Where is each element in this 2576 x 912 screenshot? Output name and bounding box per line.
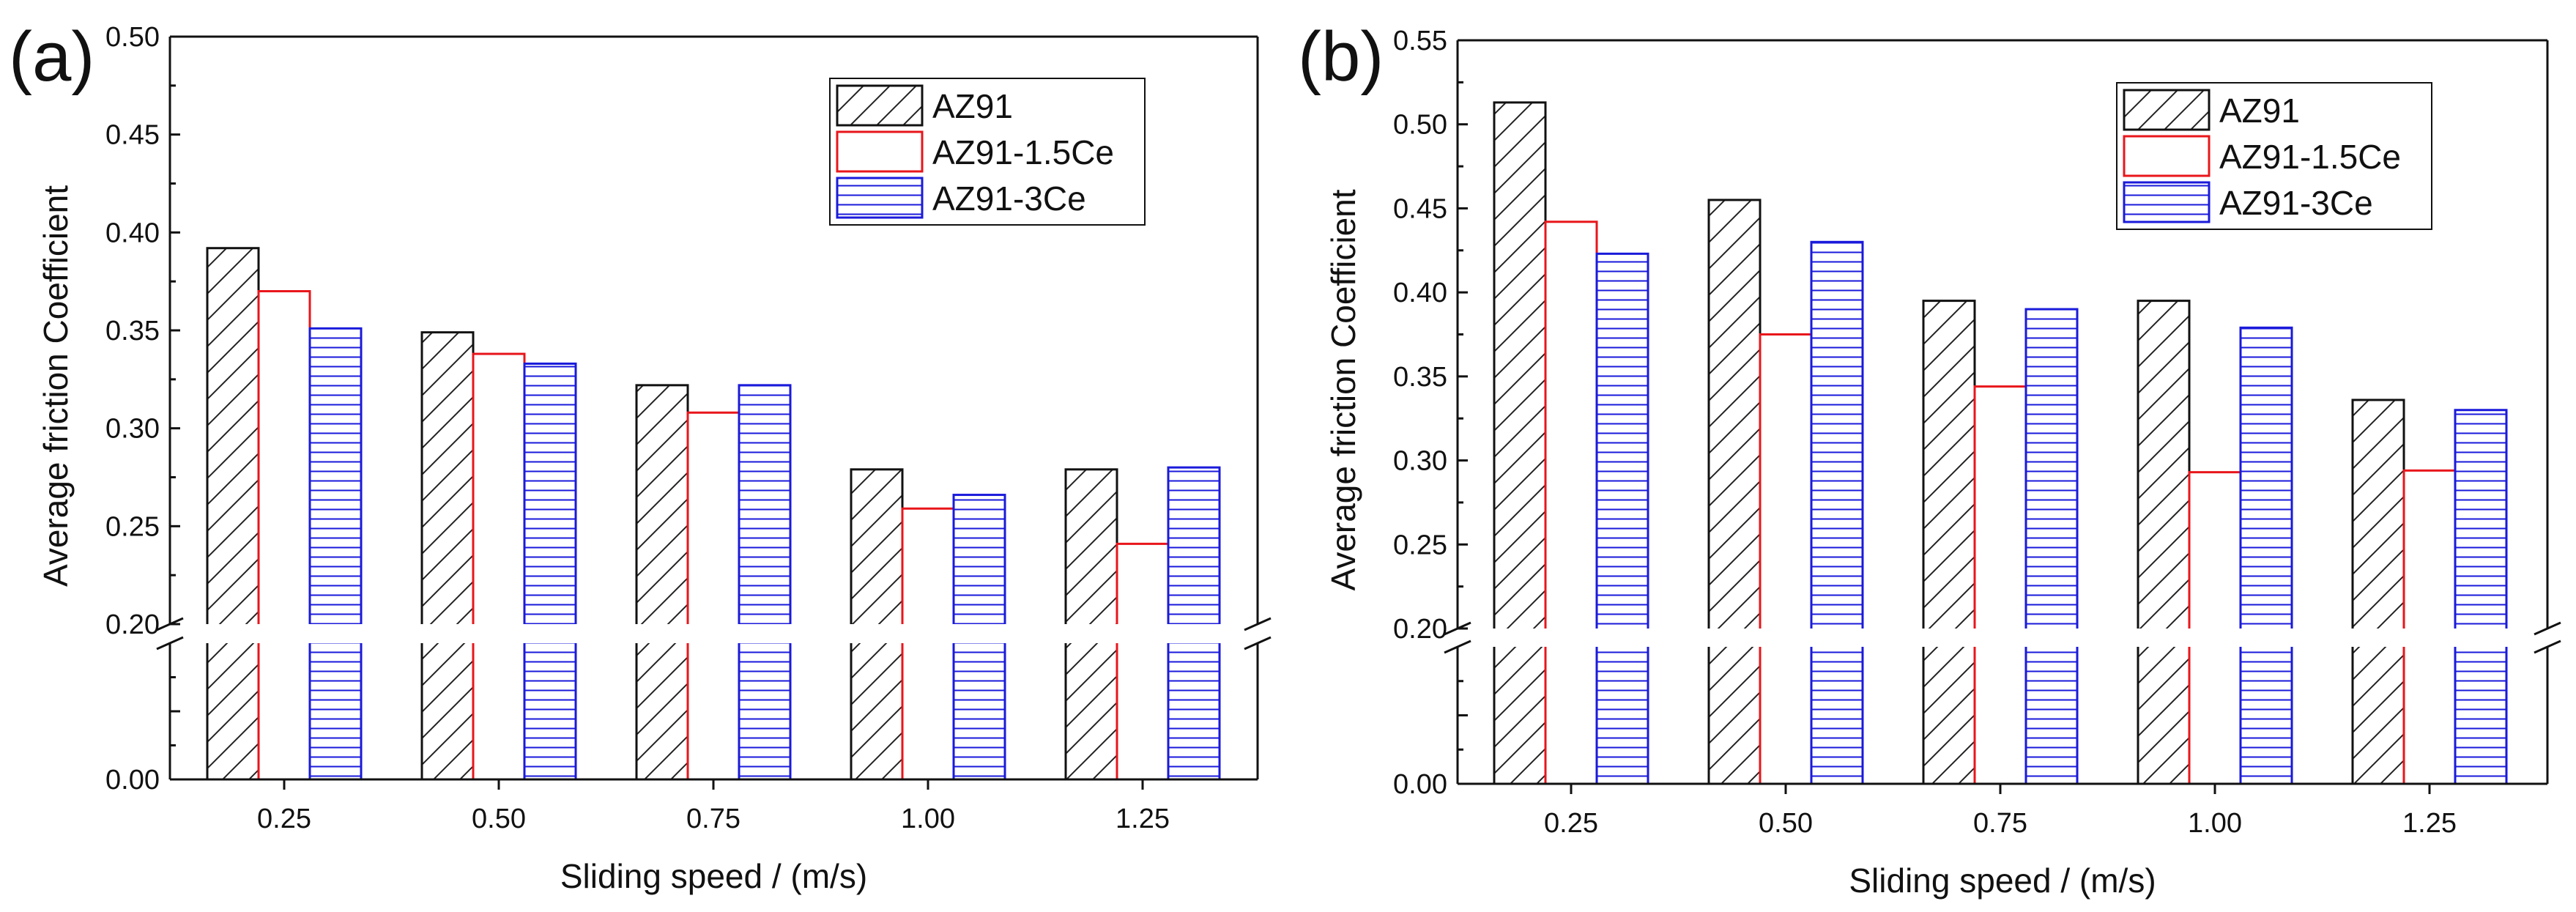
x-tick-label: 1.25 [2402,808,2457,839]
y-tick-label: 0.45 [105,120,160,151]
break-mark [2534,639,2561,654]
bar-az91-1.5ce-0.50 [472,352,526,781]
y-tick-label: 0.50 [1393,110,1447,141]
y-tick-label: 0.00 [1393,769,1447,800]
break-mark [1444,639,1471,654]
bar-az91-3ce-1.25 [2454,409,2508,785]
y-tick-label: 0.25 [105,511,160,542]
legend-label: AZ91 [932,87,1013,125]
y-tick-label: 0.40 [105,218,160,248]
bar-az91-0.25 [1493,101,1547,785]
legend-label: AZ91-3Ce [932,179,1086,218]
y-tick-label: 0.35 [1393,362,1447,393]
axis-break-gap [1443,629,2562,647]
bar-az91-1.5ce-0.75 [1973,385,2027,785]
legend-swatch-az91-1.5ce [836,130,924,173]
legend-swatch-az91 [2123,89,2211,131]
bar-az91-0.75 [1922,300,1976,785]
bar-az91-0.50 [420,331,475,781]
y-tick-label: 0.40 [1393,278,1447,308]
bar-az91-3ce-0.50 [523,362,577,781]
bar-az91-3ce-0.50 [1810,240,1864,785]
break-mark [156,636,184,650]
x-tick-label: 1.00 [901,804,955,834]
bar-az91-3ce-1.00 [2239,326,2293,785]
bar-az91-1.5ce-0.75 [686,411,740,781]
legend-swatch-az91-1.5ce [2123,135,2211,177]
y-tick-label: 0.30 [105,414,160,445]
legend: AZ91 AZ91-1.5Ce AZ91-3Ce [829,78,1146,226]
bar-az91-0.25 [206,247,260,781]
y-axis-label: Average friction Coefficient [1324,189,1362,590]
x-axis-label: Sliding speed / (m/s) [1849,861,2156,900]
y-axis-label: Average friction Coefficient [37,185,75,587]
legend-swatch-az91-3ce [836,177,924,219]
x-tick-label: 0.50 [1759,808,1813,839]
break-mark [1244,617,1272,631]
x-tick-label: 1.00 [2188,808,2242,839]
panel-label: (b) [1298,18,1384,96]
y-tick-label: 0.35 [105,316,160,346]
bar-az91-1.5ce-1.00 [901,507,955,781]
legend-swatch-az91 [836,84,924,127]
bar-az91-1.5ce-0.50 [1759,333,1813,785]
x-tick-label: 0.50 [472,804,526,834]
x-tick-label: 0.25 [257,804,311,834]
panel-label: (a) [9,18,94,96]
chart-panel-a: 0.20 0.25 0.30 0.35 0.40 0.45 0.50 0.00 0.25 0.50… [9,18,1272,895]
axis-break-gap [155,624,1272,643]
break-mark [2534,621,2561,636]
legend-label: AZ91 [2219,92,2300,130]
legend-label: AZ91-1.5Ce [932,133,1114,171]
bar-az91-3ce-0.75 [2024,308,2079,785]
x-tick-label: 0.25 [1544,808,1598,839]
bar-az91-3ce-0.75 [738,384,792,781]
legend-label: AZ91-3Ce [2219,184,2373,222]
bar-az91-1.5ce-1.25 [1116,542,1170,781]
y-tick-label: 0.25 [1393,530,1447,560]
bar-az91-3ce-0.25 [308,327,363,781]
legend-swatch-az91-3ce [2123,181,2211,223]
y-tick-label: 0.55 [1393,26,1447,56]
y-tick-label: 0.20 [1393,614,1447,645]
y-tick-label: 0.20 [105,609,160,640]
bar-az91-1.25 [2351,398,2405,785]
x-tick-label: 0.75 [1973,808,2027,839]
x-tick-label: 1.25 [1116,804,1170,834]
legend-label: AZ91-1.5Ce [2219,138,2401,176]
y-tick-label: 0.45 [1393,193,1447,224]
bar-az91-3ce-1.25 [1167,466,1221,781]
x-tick-label: 0.75 [686,804,740,834]
break-mark [1244,636,1272,650]
y-tick-label: 0.30 [1393,446,1447,477]
bar-az91-1.5ce-0.25 [257,290,311,781]
bar-az91-1.00 [2137,300,2191,785]
y-tick-label: 0.50 [105,22,160,53]
y-tick-label: 0.00 [105,765,160,796]
bar-az91-1.5ce-1.00 [2188,471,2242,785]
x-axis-label: Sliding speed / (m/s) [560,857,867,895]
chart-panel-b: 0.20 0.25 0.30 0.35 0.40 0.45 0.50 0.55 0.00 0.25… [1298,18,2562,900]
legend: AZ91 AZ91-1.5Ce AZ91-3Ce [2116,82,2432,230]
bar-az91-1.5ce-1.25 [2402,469,2457,785]
bar-az91-1.5ce-0.25 [1544,220,1598,785]
bar-az91-3ce-0.25 [1595,252,1649,785]
bar-az91-0.75 [635,384,689,781]
bar-az91-0.50 [1707,199,1762,785]
